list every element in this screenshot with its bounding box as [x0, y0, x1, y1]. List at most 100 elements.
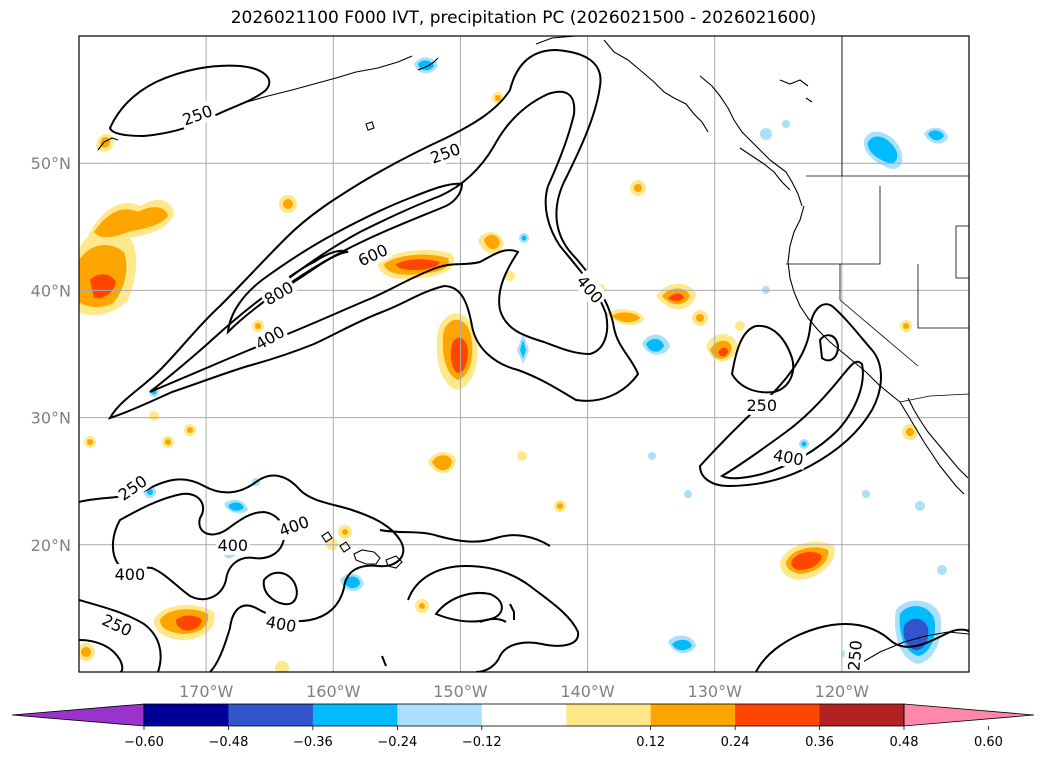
island-hawaii — [321, 531, 333, 543]
latitude-label: 50°N — [31, 154, 71, 173]
precip-dot — [342, 529, 348, 535]
longitude-label: 170°W — [179, 682, 234, 701]
latitude-label: 20°N — [31, 536, 71, 555]
coastline-alaska — [535, 36, 577, 45]
coastline-us-west — [787, 205, 901, 403]
ivt-contour-800 — [263, 249, 349, 303]
precip-dot — [326, 538, 338, 550]
precip-negative-dot — [648, 452, 656, 460]
longitude-label: 140°W — [560, 682, 615, 701]
coastline-baja — [899, 401, 965, 495]
precip-dot — [696, 314, 704, 322]
precip-dot — [81, 647, 91, 657]
map-title: 2026021100 F000 IVT, precipitation PC (2… — [230, 8, 817, 28]
colorbar: −0.60 −0.48 −0.36 −0.24 −0.12 0.12 0.24 0.36 0.4… — [11, 703, 1035, 750]
colorbar-segment — [735, 704, 821, 726]
colorbar-tick-label: −0.60 — [124, 735, 164, 750]
colorbar-frame — [143, 703, 905, 727]
precip-negative-dot — [147, 489, 153, 495]
contour-label-background — [97, 608, 137, 642]
ivt-contour-250 — [818, 334, 840, 362]
colorbar-tick-label: −0.24 — [377, 735, 417, 750]
ivt-contour-250 — [509, 603, 515, 620]
colorbar-segment — [819, 704, 905, 726]
coastline-baja — [907, 397, 969, 479]
contour-label: 400 — [769, 444, 807, 470]
precip-dot — [906, 428, 914, 436]
ivt-contour-250 — [407, 564, 580, 672]
coastline-alaska — [97, 137, 119, 151]
precip-dot — [283, 199, 293, 209]
contour-label-background — [571, 269, 609, 309]
precip-negative-dot — [937, 565, 947, 575]
contour-label-text: 250 — [844, 639, 866, 671]
precip-blob-south-east — [791, 551, 822, 570]
contour-label-background — [112, 564, 147, 585]
ivt-contour-250 — [698, 303, 882, 488]
contour-label-text: 400 — [218, 536, 249, 555]
contour-label-background — [744, 394, 779, 415]
contour-label-background — [112, 469, 153, 506]
contour-label-background — [215, 534, 250, 555]
precip-blob-small — [484, 234, 500, 250]
precip-dot — [275, 661, 289, 672]
coastline-alaska — [239, 55, 413, 105]
precip-dot — [634, 184, 642, 192]
ivt-contour-400 — [79, 639, 124, 672]
colorbar-tick-label: 0.60 — [974, 735, 1003, 750]
contour-label-background — [274, 510, 314, 541]
precip-blob-center — [450, 337, 468, 373]
precip-negative-blob — [903, 618, 929, 651]
ivt-contour-250 — [479, 618, 507, 623]
map-frame — [78, 35, 970, 673]
precip-blob-west-north — [94, 207, 168, 238]
precip-blob-south-west — [176, 615, 202, 631]
ivt-contour-250 — [730, 324, 795, 394]
precip-negative-dot — [862, 490, 870, 498]
precip-dot — [187, 427, 193, 433]
colorbar-tick-label: −0.48 — [209, 735, 249, 750]
ivt-contour-250 — [434, 592, 503, 623]
ivt-contour-250 — [379, 529, 551, 547]
contour-label: 400 — [112, 564, 147, 585]
precip-negative-blob — [867, 136, 898, 164]
ivt-contour-250 — [381, 655, 387, 667]
colorbar-segment — [566, 704, 652, 726]
colorbar-tick-label: 0.12 — [636, 735, 665, 750]
latitude-label: 30°N — [31, 409, 71, 428]
precip-negative-blob — [646, 338, 664, 352]
contour-label-background — [177, 99, 217, 131]
colorbar-extend-right — [903, 703, 1035, 727]
precip-negative-dot — [684, 490, 692, 498]
precip-negative-blob — [228, 502, 244, 511]
precip-negative-blob — [672, 639, 692, 651]
latitude-label: 40°N — [31, 281, 71, 300]
precip-dot — [87, 439, 93, 445]
border-state — [955, 225, 969, 279]
precip-dot — [517, 451, 527, 461]
contour-label: 250 — [744, 394, 779, 415]
political-borders — [786, 36, 969, 403]
precip-blob-small — [668, 293, 684, 301]
island-hawaii — [339, 541, 351, 553]
precip-blob-small — [612, 312, 640, 323]
island — [805, 97, 813, 103]
contour-label: 250 — [843, 637, 867, 674]
island — [365, 121, 375, 131]
precip-dot — [495, 95, 501, 101]
precip-dot — [735, 321, 745, 331]
colorbar-tick-label: −0.12 — [462, 735, 502, 750]
precip-negative-dot — [521, 235, 527, 241]
longitude-labels: 170°W 160°W 150°W 140°W 130°W 120°W — [179, 682, 869, 701]
precip-negative-dot — [801, 441, 807, 447]
border-us-mexico — [899, 393, 969, 403]
ivt-contour-400 — [719, 360, 864, 480]
contour-label: 400 — [215, 534, 250, 555]
ivt-contours — [79, 48, 969, 672]
ivt-contour-250 — [107, 48, 640, 420]
latitude-labels: 50°N 40°N 30°N 20°N — [31, 154, 71, 555]
contour-label-background — [843, 637, 867, 674]
precip-dot — [557, 503, 563, 509]
ivt-contour-400 — [112, 492, 286, 601]
